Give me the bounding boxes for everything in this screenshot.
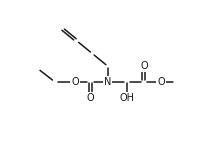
- Text: N: N: [104, 77, 111, 87]
- Text: O: O: [71, 77, 79, 87]
- Text: O: O: [157, 77, 165, 87]
- Text: O: O: [87, 93, 94, 103]
- Text: OH: OH: [119, 93, 134, 103]
- Text: O: O: [140, 61, 148, 71]
